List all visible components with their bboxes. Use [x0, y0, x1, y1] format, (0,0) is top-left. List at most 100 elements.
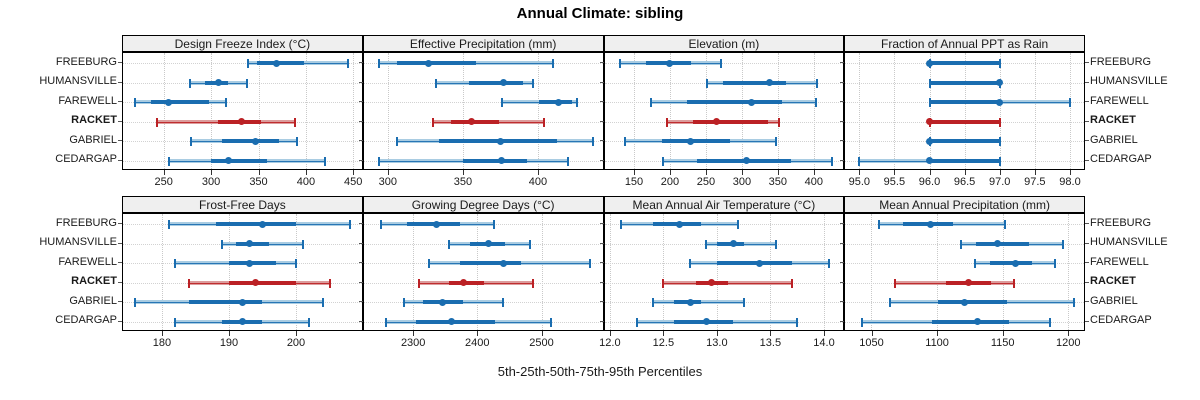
x-tick-label-fraction-of-annual-ppt-as-rain: 97.5	[1024, 176, 1046, 188]
x-axis-caption: 5th-25th-50th-75th-95th Percentiles	[497, 364, 703, 379]
y-tick-left	[358, 120, 363, 122]
median-dot	[993, 240, 1001, 247]
x-tick-label-growing-degree-days-c: 2400	[465, 337, 490, 349]
whisker-cap-low	[500, 98, 503, 107]
strip-mean-annual-air-temperature-c: Mean Annual Air Temperature (°C)	[603, 196, 845, 213]
x-tick-growing-degree-days-c	[413, 331, 415, 336]
y-tick-left	[118, 281, 122, 283]
whisker-cap-low	[705, 78, 708, 88]
whisker-cap-high	[774, 239, 777, 249]
row-gridline	[363, 102, 603, 103]
median-dot	[215, 79, 223, 86]
panel-growing-degree-days-c	[362, 213, 604, 331]
median-dot	[439, 298, 447, 306]
row-label-right-humansville: HUMANSVILLE	[1090, 75, 1168, 87]
median-dot	[252, 137, 260, 145]
gridline-effective-precipitation-mm	[387, 53, 389, 169]
whisker-cap-low	[380, 220, 383, 229]
panel-mean-annual-precipitation-mm	[844, 213, 1085, 331]
whisker-cap-low	[189, 78, 192, 88]
strip-frost-free-days: Frost-Free Days	[122, 196, 363, 213]
median-dot	[485, 240, 493, 247]
whisker-cap-low	[221, 239, 224, 249]
x-tick-label-elevation-m: 200	[660, 176, 680, 188]
row-label-left-cedargap: CEDARGAP	[55, 314, 117, 326]
gridline-mean-annual-precipitation-mm	[1002, 214, 1004, 330]
x-tick-label-fraction-of-annual-ppt-as-rain: 98.0	[1059, 176, 1081, 188]
median-dot	[273, 59, 280, 67]
gridline-mean-annual-precipitation-mm	[937, 214, 939, 330]
y-tick-left	[599, 101, 604, 102]
y-tick-left	[840, 301, 845, 302]
x-tick-elevation-m	[777, 170, 779, 175]
row-label-left-freeburg: FREEBURG	[55, 55, 117, 68]
gridline-mean-annual-precipitation-mm	[871, 214, 873, 330]
x-tick-label-effective-precipitation-mm: 400	[528, 176, 548, 188]
gridline-design-freeze-index-c	[211, 53, 213, 169]
gridline-mean-annual-air-temperature-c	[663, 214, 665, 330]
row-label-left-freeburg: FREEBURG	[55, 216, 117, 229]
median-dot	[500, 259, 508, 267]
row-gridline	[845, 263, 1084, 264]
y-tick-left	[840, 159, 845, 161]
x-tick-label-mean-annual-precipitation-mm: 1150	[990, 337, 1015, 349]
gridline-fraction-of-annual-ppt-as-rain	[929, 53, 931, 169]
x-tick-fraction-of-annual-ppt-as-rain	[999, 170, 1001, 175]
x-tick-design-freeze-index-c	[163, 170, 165, 175]
y-tick-left	[358, 62, 363, 63]
median-dot	[675, 220, 683, 228]
median-dot	[238, 318, 246, 325]
whisker-cap-high	[816, 78, 819, 88]
whisker-cap-low	[649, 98, 652, 107]
whisker-cap-high	[1054, 259, 1057, 268]
gridline-design-freeze-index-c	[163, 53, 165, 169]
x-tick-frost-free-days	[296, 331, 297, 336]
whisker-cap-high	[566, 156, 569, 166]
median-dot	[729, 240, 737, 247]
x-tick-label-mean-annual-air-temperature-c: 12.0	[599, 337, 621, 349]
y-tick-left	[118, 242, 122, 244]
panel-frost-free-days	[122, 213, 363, 331]
x-tick-label-design-freeze-index-c: 300	[201, 176, 221, 188]
x-tick-design-freeze-index-c	[305, 170, 307, 175]
whisker-cap-low	[878, 220, 881, 229]
interval-25-75	[211, 158, 267, 163]
interval-25-75	[215, 222, 296, 226]
gridline-frost-free-days	[229, 214, 230, 330]
whisker-cap-low	[661, 156, 664, 166]
x-tick-label-growing-degree-days-c: 2500	[529, 337, 554, 349]
median-dot	[974, 318, 982, 325]
whisker-cap-low	[619, 220, 622, 229]
y-tick-left	[599, 140, 604, 141]
whisker-cap-low	[624, 137, 627, 146]
y-tick-left	[840, 281, 845, 283]
x-tick-elevation-m	[634, 170, 635, 175]
y-tick-right	[1085, 301, 1089, 302]
row-label-right-farewell: FAREWELL	[1090, 255, 1149, 268]
row-label-right-racket: RACKET	[1090, 275, 1136, 287]
row-label-right-gabriel: GABRIEL	[1090, 294, 1138, 307]
y-tick-left	[840, 262, 845, 263]
x-tick-fraction-of-annual-ppt-as-rain	[964, 170, 966, 175]
interval-25-75	[929, 119, 1000, 124]
whisker-cap-high	[246, 78, 249, 88]
median-dot	[996, 79, 1004, 86]
interval-25-75	[929, 139, 1000, 143]
x-tick-label-mean-annual-precipitation-mm: 1200	[1056, 337, 1081, 349]
row-label-right-racket: RACKET	[1090, 114, 1136, 126]
interval-25-75	[938, 300, 1007, 304]
interval-25-75	[229, 280, 297, 285]
x-tick-mean-annual-precipitation-mm	[871, 331, 873, 336]
x-tick-mean-annual-air-temperature-c	[824, 331, 825, 336]
whisker-cap-high	[294, 117, 297, 127]
row-label-right-freeburg: FREEBURG	[1090, 55, 1152, 68]
whisker-cap-low	[417, 278, 420, 288]
y-tick-left	[118, 101, 122, 102]
whisker-cap-high	[1004, 220, 1007, 229]
y-tick-left	[118, 301, 122, 302]
row-label-left-racket: RACKET	[71, 275, 117, 287]
x-tick-design-freeze-index-c	[258, 170, 260, 175]
whisker-cap-low	[651, 298, 654, 307]
interval-25-75	[693, 119, 768, 124]
y-tick-left	[358, 320, 363, 322]
